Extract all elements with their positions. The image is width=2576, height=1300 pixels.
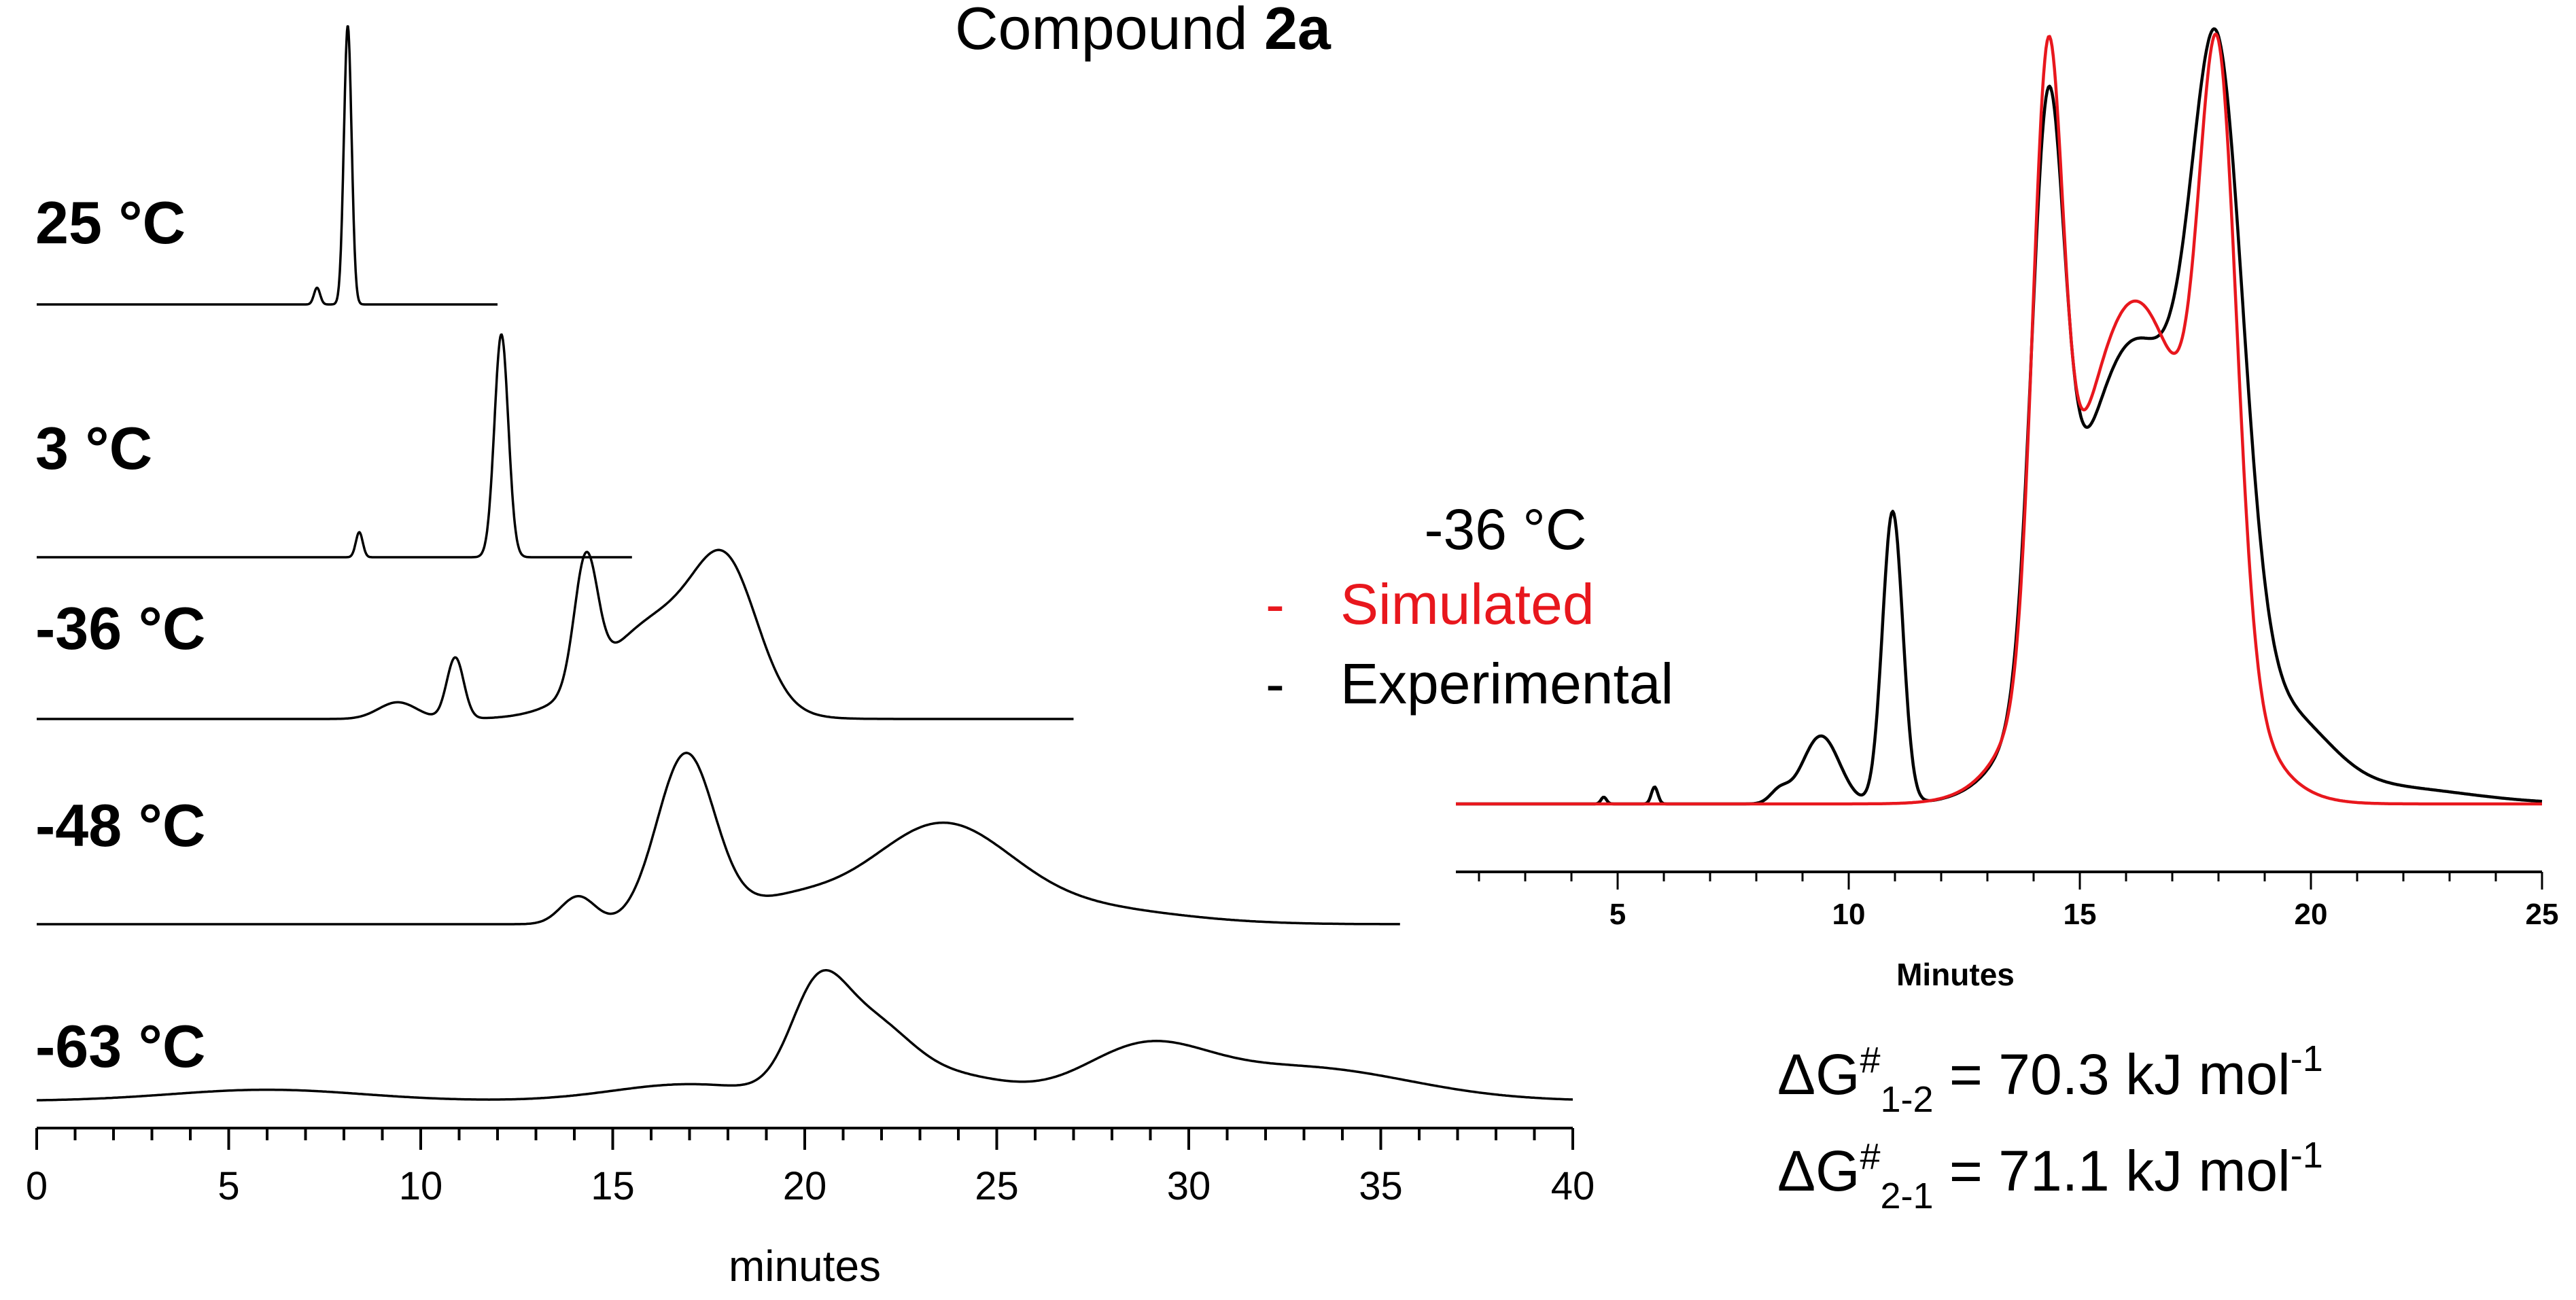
chromatogram-trace-5 [36,969,1573,1102]
chromatogram-trace-3 [36,548,1074,720]
right-tick-label-25: 25 [2526,898,2559,931]
legend-label-simulated: Simulated [1340,572,1595,636]
trace-label-25c: 25 °C [35,189,186,256]
legend-dash-simulated: - [1266,572,1285,636]
legend: - Simulated - Experimental [1266,572,1673,716]
left-tick-label-10: 10 [399,1164,443,1208]
delta-g-2-1: ΔG#2-1 = 71.1 kJ mol-1 [1777,1135,2323,1216]
right-x-axis-label: Minutes [1896,957,2015,992]
trace-label-3c: 3 °C [35,415,152,482]
trace-label-minus48c: -48 °C [35,792,205,859]
chromatogram-trace-2 [36,333,633,559]
left-chromatogram-stack: 25 °C 3 °C -36 °C -48 °C -63 °C 0 5 10 15 20… [26,25,1595,1290]
left-x-axis-label: minutes [729,1242,881,1290]
simulated-trace [1455,33,2543,806]
right-tick-label-10: 10 [1832,898,1866,931]
right-simulation-chart: -36 °C - Simulated - Experimental 5 10 15 2… [1266,27,2559,1216]
left-tick-label-5: 5 [217,1164,239,1208]
left-tick-label-15: 15 [591,1164,635,1208]
left-tick-label-20: 20 [783,1164,827,1208]
trace-label-minus63c: -63 °C [35,1013,205,1080]
figure-title: Compound 2a [955,0,1331,62]
title-prefix: Compound [955,0,1264,62]
chromatogram-trace-4 [37,752,1400,926]
legend-entry-simulated: - Simulated [1266,572,1595,636]
right-chart-title: -36 °C [1425,497,1587,561]
left-tick-label-40: 40 [1551,1164,1595,1208]
right-tick-label-5: 5 [1609,898,1626,931]
left-tick-label-25: 25 [975,1164,1019,1208]
left-tick-label-0: 0 [26,1164,48,1208]
chromatogram-trace-1 [36,25,498,306]
delta-g-1-2: ΔG#1-2 = 70.3 kJ mol-1 [1777,1038,2323,1120]
title-bold: 2a [1264,0,1331,62]
right-tick-label-15: 15 [2064,898,2097,931]
legend-label-experimental: Experimental [1340,652,1673,716]
trace-label-minus36c: -36 °C [35,595,205,662]
legend-entry-experimental: - Experimental [1266,652,1673,716]
legend-dash-experimental: - [1266,652,1285,716]
left-tick-label-35: 35 [1359,1164,1403,1208]
right-tick-label-20: 20 [2295,898,2328,931]
left-tick-label-30: 30 [1167,1164,1211,1208]
